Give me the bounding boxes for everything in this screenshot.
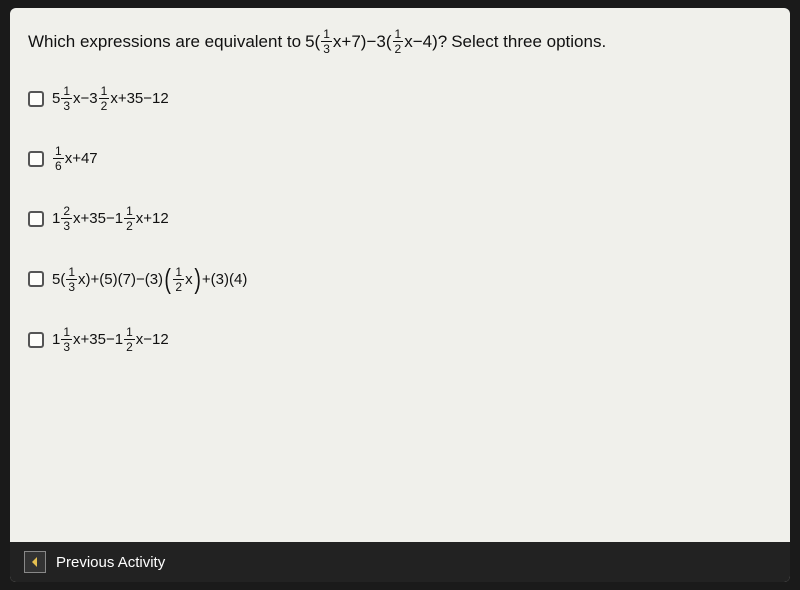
checkbox[interactable] bbox=[28, 332, 44, 348]
question-text: Which expressions are equivalent to 5( 1… bbox=[28, 28, 772, 55]
fraction: 1 3 bbox=[66, 266, 77, 293]
big-rparen: ) bbox=[194, 265, 201, 293]
checkbox[interactable] bbox=[28, 151, 44, 167]
option-1[interactable]: 5 1 3 x−3 1 2 x+35−12 bbox=[28, 85, 772, 112]
question-suffix: Select three options. bbox=[451, 32, 606, 52]
checkbox[interactable] bbox=[28, 91, 44, 107]
checkbox[interactable] bbox=[28, 271, 44, 287]
checkbox[interactable] bbox=[28, 211, 44, 227]
quiz-screen: Which expressions are equivalent to 5( 1… bbox=[10, 8, 790, 582]
fraction: 1 3 bbox=[61, 326, 72, 353]
option-2[interactable]: 1 6 x+47 bbox=[28, 145, 772, 172]
fraction: 1 2 bbox=[393, 28, 404, 55]
footer-bar: Previous Activity bbox=[10, 542, 790, 582]
option-expression: 5( 1 3 x)+(5)(7)−(3) ( 1 2 x ) +(3)(4) bbox=[52, 265, 247, 293]
fraction: 1 6 bbox=[53, 145, 64, 172]
option-expression: 1 1 3 x+35−1 1 2 x−12 bbox=[52, 326, 169, 353]
option-5[interactable]: 1 1 3 x+35−1 1 2 x−12 bbox=[28, 326, 772, 353]
option-expression: 1 2 3 x+35−1 1 2 x+12 bbox=[52, 205, 169, 232]
fraction: 1 3 bbox=[321, 28, 332, 55]
options-list: 5 1 3 x−3 1 2 x+35−12 1 bbox=[28, 85, 772, 353]
content-area: Which expressions are equivalent to 5( 1… bbox=[10, 8, 790, 542]
option-expression: 5 1 3 x−3 1 2 x+35−12 bbox=[52, 85, 169, 112]
fraction: 1 2 bbox=[124, 205, 135, 232]
fraction: 1 2 bbox=[173, 266, 184, 293]
fraction: 1 2 bbox=[99, 85, 110, 112]
fraction: 1 2 bbox=[124, 326, 135, 353]
option-expression: 1 6 x+47 bbox=[52, 145, 98, 172]
big-lparen: ( bbox=[164, 265, 171, 293]
fraction: 2 3 bbox=[61, 205, 72, 232]
previous-activity-button[interactable]: Previous Activity bbox=[24, 551, 165, 573]
question-expression: 5( 1 3 x+7)−3( 1 2 x−4)? bbox=[305, 28, 447, 55]
question-prefix: Which expressions are equivalent to bbox=[28, 32, 301, 52]
option-3[interactable]: 1 2 3 x+35−1 1 2 x+12 bbox=[28, 205, 772, 232]
option-4[interactable]: 5( 1 3 x)+(5)(7)−(3) ( 1 2 x ) +(3)(4) bbox=[28, 265, 772, 293]
previous-arrow-icon bbox=[24, 551, 46, 573]
fraction: 1 3 bbox=[61, 85, 72, 112]
previous-label: Previous Activity bbox=[56, 554, 165, 571]
